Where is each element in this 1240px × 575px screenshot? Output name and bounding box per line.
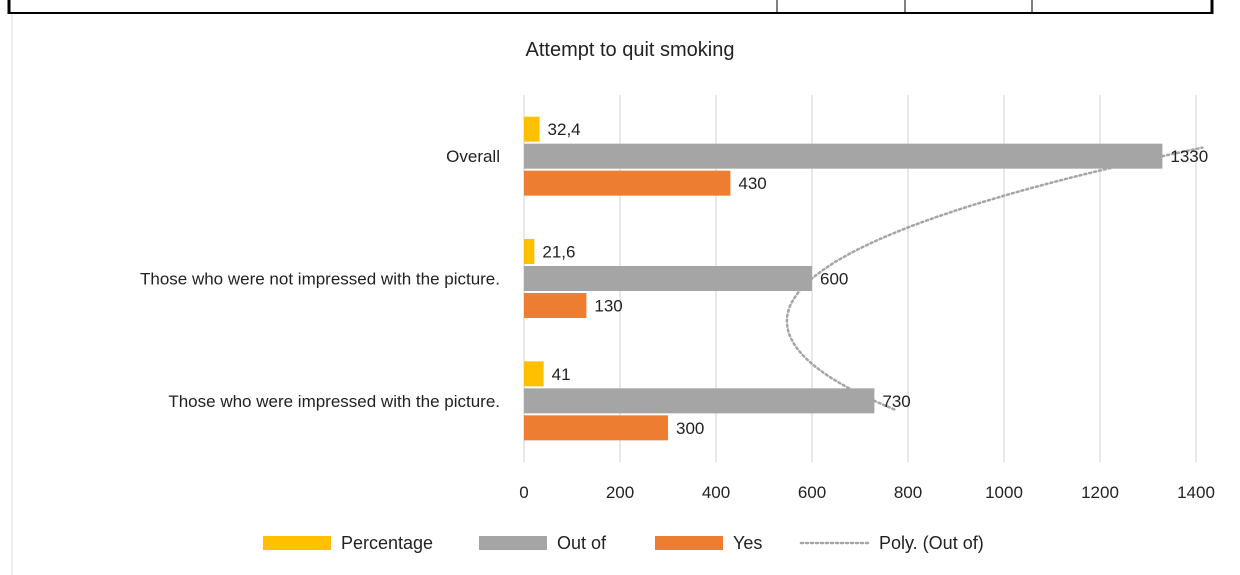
data-label: 41 bbox=[552, 365, 571, 384]
legend-swatch-yes bbox=[655, 536, 723, 550]
x-tick-label: 1400 bbox=[1177, 483, 1215, 502]
data-labels: 41 730 300 21,6 600 130 32,4 1330 430 bbox=[542, 120, 1208, 438]
x-tick-label: 0 bbox=[519, 483, 528, 502]
legend-label: Poly. (Out of) bbox=[879, 533, 984, 553]
bar-percentage bbox=[524, 116, 540, 142]
legend-label: Yes bbox=[733, 533, 762, 553]
bar-percentage bbox=[524, 239, 535, 264]
category-label: Overall bbox=[446, 147, 500, 166]
trendline-line bbox=[785, 146, 1204, 411]
x-tick-label: 1200 bbox=[1081, 483, 1119, 502]
data-label: 32,4 bbox=[548, 120, 581, 139]
trendline bbox=[785, 146, 1204, 411]
bar-out-of bbox=[524, 266, 812, 291]
x-axis-ticks: 0 200 400 600 800 1000 1200 1400 bbox=[519, 483, 1215, 502]
bar-percentage bbox=[524, 361, 544, 387]
x-tick-label: 200 bbox=[606, 483, 634, 502]
category-label: Those who were not impressed with the pi… bbox=[140, 270, 500, 289]
data-label: 21,6 bbox=[542, 243, 575, 262]
bar-yes bbox=[524, 170, 731, 196]
data-label: 130 bbox=[594, 297, 622, 316]
bar-yes bbox=[524, 293, 587, 318]
legend-swatch-out-of bbox=[479, 536, 547, 550]
legend-swatch-percentage bbox=[263, 536, 331, 550]
x-tick-label: 600 bbox=[798, 483, 826, 502]
legend-label: Percentage bbox=[341, 533, 433, 553]
bar-out-of bbox=[524, 143, 1163, 169]
bars bbox=[524, 116, 1163, 441]
category-label: Those who were impressed with the pictur… bbox=[168, 392, 500, 411]
x-tick-label: 1000 bbox=[985, 483, 1023, 502]
x-tick-label: 800 bbox=[894, 483, 922, 502]
data-label: 730 bbox=[882, 392, 910, 411]
data-label: 430 bbox=[738, 174, 766, 193]
table-fragment bbox=[7, 0, 1214, 14]
bar-yes bbox=[524, 415, 668, 441]
data-label: 1330 bbox=[1170, 147, 1208, 166]
data-label: 600 bbox=[820, 270, 848, 289]
category-labels: Those who were impressed with the pictur… bbox=[140, 147, 500, 411]
chart-title: Attempt to quit smoking bbox=[526, 39, 735, 61]
x-tick-label: 400 bbox=[702, 483, 730, 502]
data-label: 300 bbox=[676, 419, 704, 438]
bar-out-of bbox=[524, 388, 875, 414]
legend-label: Out of bbox=[557, 533, 607, 553]
legend: Percentage Out of Yes Poly. (Out of) bbox=[263, 533, 984, 553]
